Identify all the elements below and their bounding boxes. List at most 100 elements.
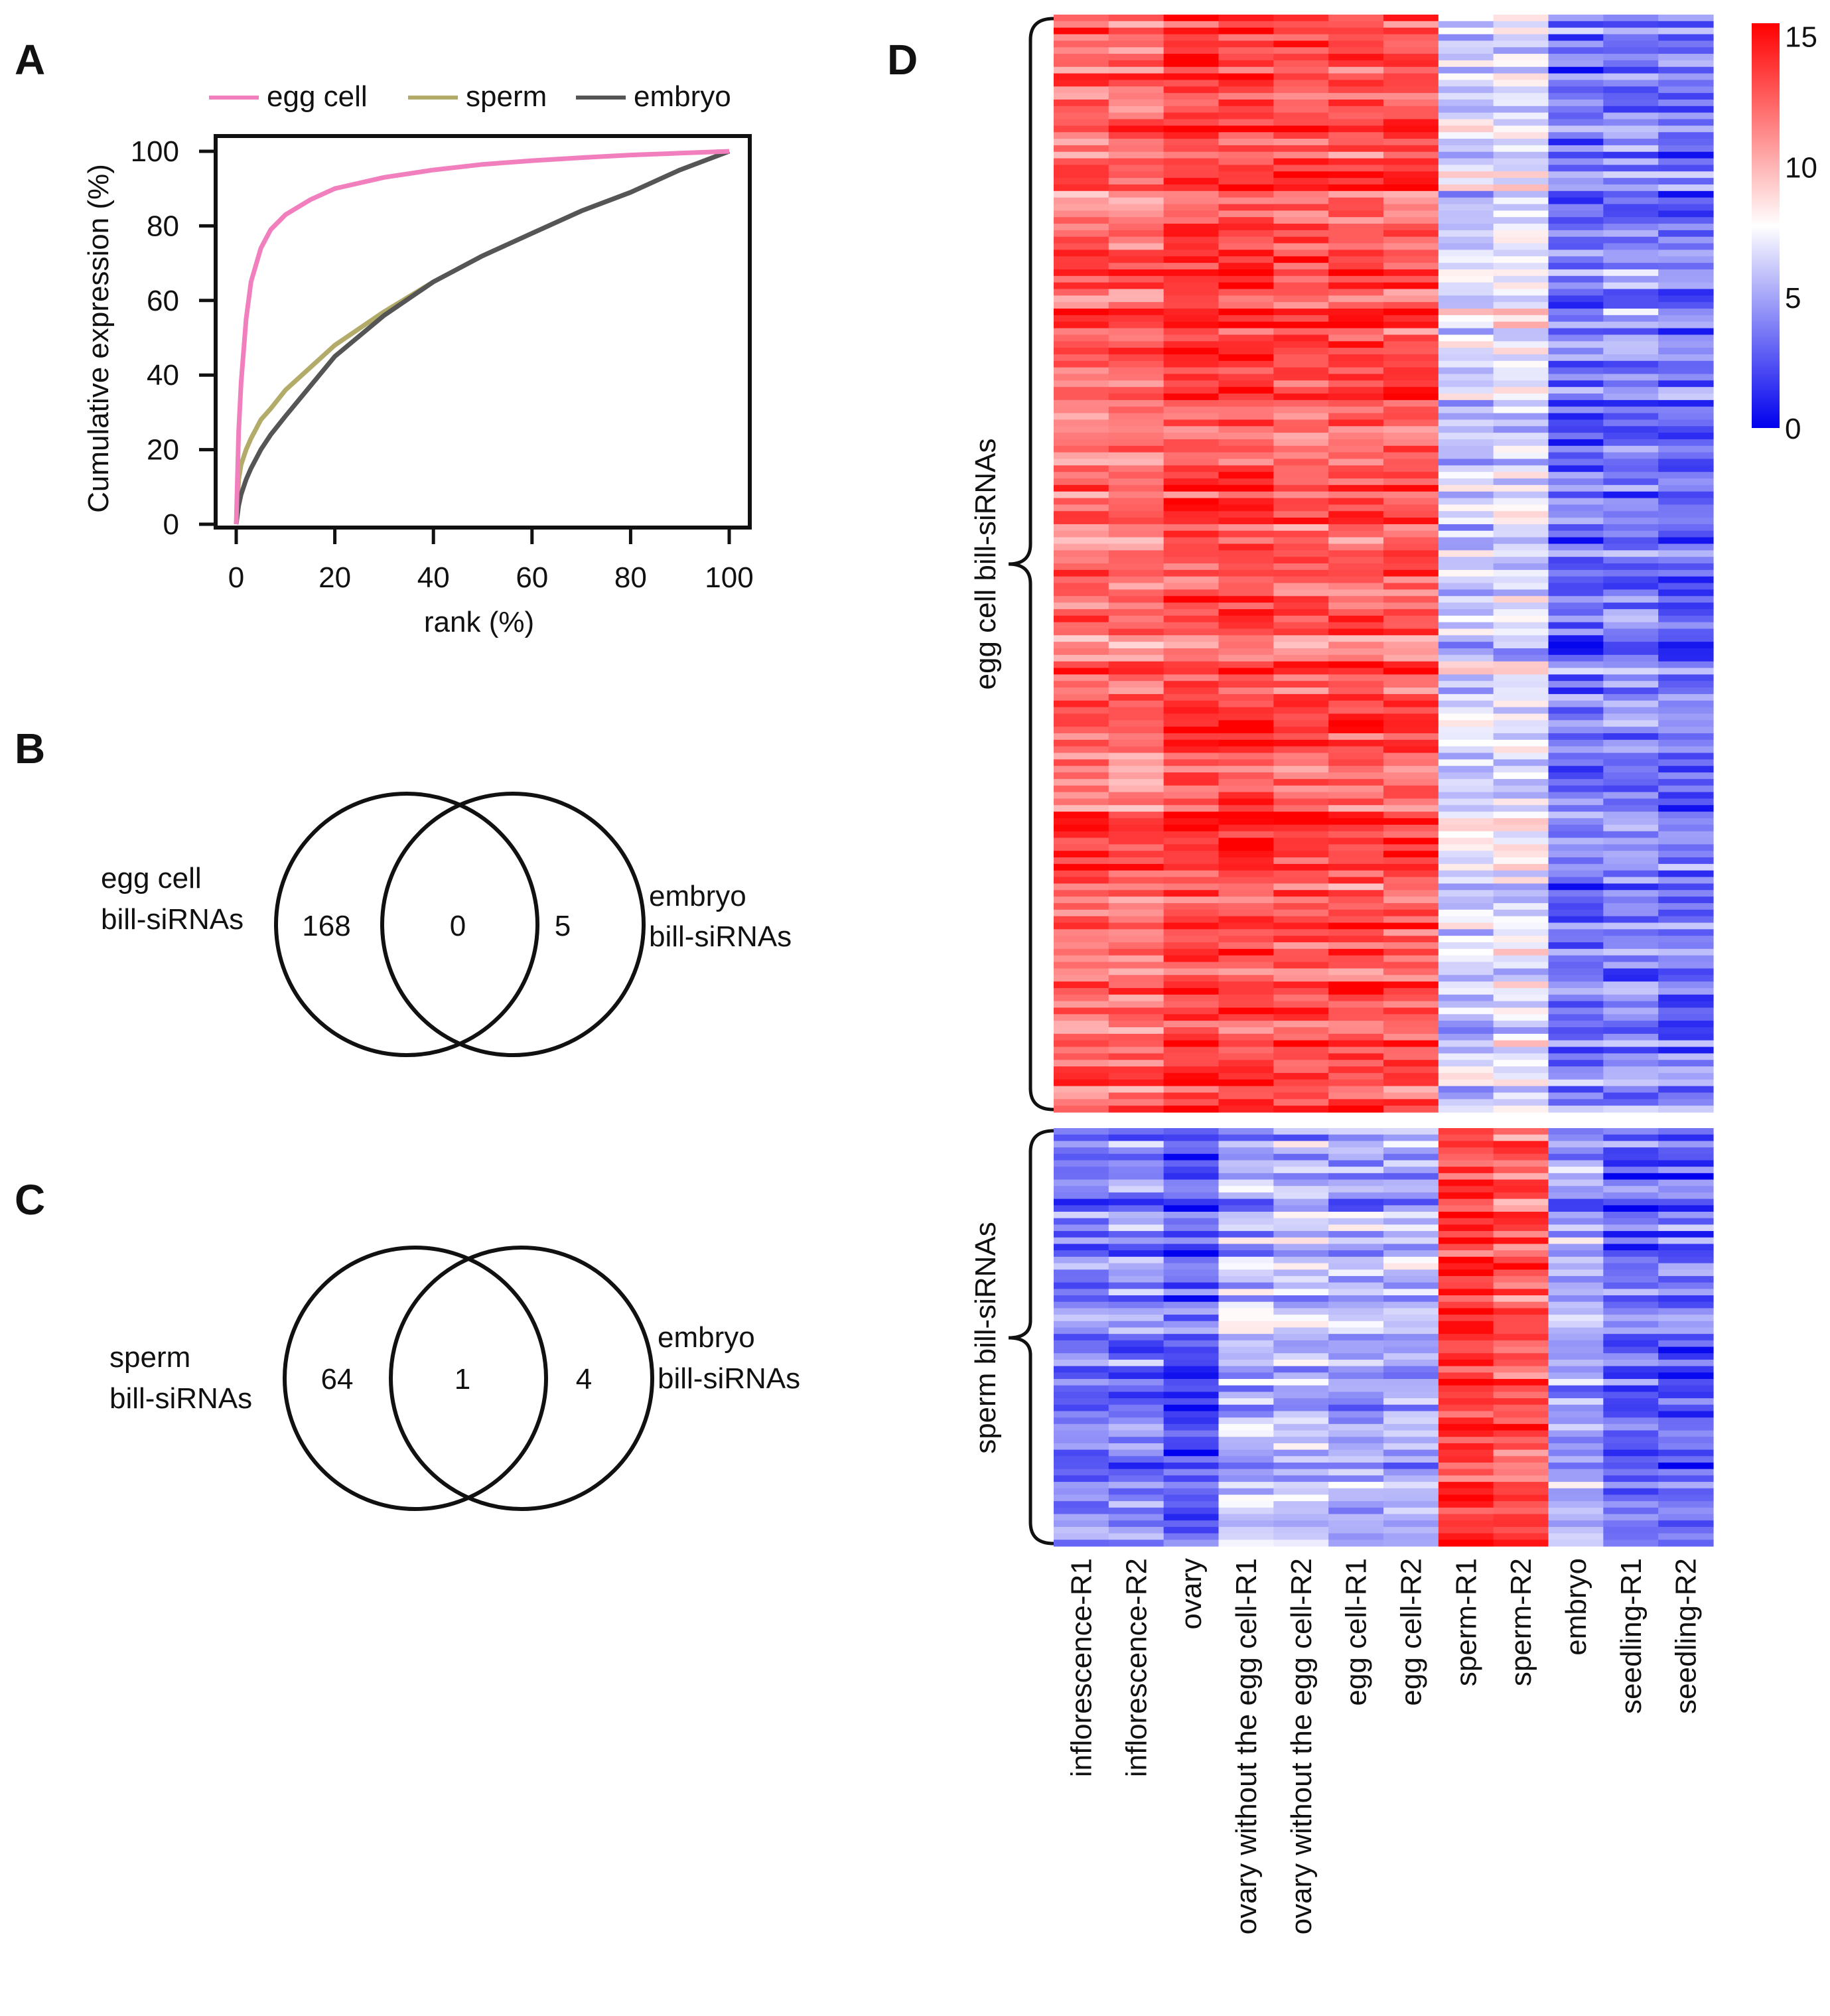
heatmap-cell bbox=[1163, 733, 1220, 741]
heatmap-cell bbox=[1163, 465, 1220, 472]
heatmap-cell bbox=[1438, 589, 1494, 597]
heatmap-cell bbox=[1054, 1040, 1109, 1048]
heatmap-cell bbox=[1493, 491, 1549, 499]
heatmap-cell bbox=[1658, 406, 1714, 414]
heatmap-cell bbox=[1273, 1237, 1329, 1245]
heatmap-cell bbox=[1218, 289, 1274, 296]
heatmap-cell bbox=[1163, 426, 1220, 433]
heatmap-cell bbox=[1273, 15, 1329, 22]
heatmap-cell bbox=[1658, 720, 1714, 727]
heatmap-cell bbox=[1218, 1092, 1274, 1100]
heatmap-cell bbox=[1383, 1192, 1439, 1200]
heatmap-cell bbox=[1273, 543, 1329, 551]
heatmap-cell bbox=[1273, 831, 1329, 839]
heatmap-cell bbox=[1548, 367, 1604, 375]
venn-c-left-label-line2: bill-siRNAs bbox=[109, 1382, 252, 1415]
heatmap-cell bbox=[1328, 236, 1384, 244]
heatmap-cell bbox=[1438, 902, 1494, 910]
heatmap-cell bbox=[1273, 484, 1329, 492]
heatmap-cell bbox=[1658, 550, 1714, 557]
heatmap-cell bbox=[1383, 1256, 1439, 1264]
heatmap-cell bbox=[1328, 603, 1384, 610]
heatmap-cell bbox=[1108, 1021, 1164, 1028]
heatmap-cell bbox=[1438, 1167, 1494, 1174]
heatmap-cell bbox=[1438, 243, 1494, 251]
heatmap-cell bbox=[1438, 282, 1494, 290]
heatmap-cell bbox=[1108, 295, 1164, 303]
heatmap-cell bbox=[1328, 994, 1384, 1002]
heatmap-cell bbox=[1273, 230, 1329, 238]
heatmap-cell bbox=[1218, 681, 1274, 688]
heatmap-cell bbox=[1548, 1289, 1604, 1296]
heatmap-cell bbox=[1383, 243, 1439, 251]
heatmap-cell bbox=[1108, 524, 1164, 532]
heatmap-cell bbox=[1108, 93, 1164, 100]
heatmap-cell bbox=[1493, 609, 1549, 616]
heatmap-cell bbox=[1273, 263, 1329, 270]
heatmap-cell bbox=[1054, 60, 1109, 68]
y-tick-label: 100 bbox=[131, 135, 179, 168]
heatmap-cell bbox=[1328, 576, 1384, 584]
heatmap-cell bbox=[1273, 282, 1329, 290]
heatmap-cell bbox=[1273, 576, 1329, 584]
heatmap-cell bbox=[1658, 661, 1714, 669]
heatmap-cell bbox=[1218, 99, 1274, 107]
heatmap-cell bbox=[1603, 1160, 1659, 1167]
heatmap-cell bbox=[1603, 557, 1659, 564]
heatmap-cell bbox=[1548, 295, 1604, 303]
heatmap-cell bbox=[1108, 1128, 1164, 1135]
heatmap-cell bbox=[1603, 315, 1659, 323]
heatmap-cell bbox=[1328, 178, 1384, 185]
heatmap-cell bbox=[1548, 1269, 1604, 1277]
heatmap-cell bbox=[1273, 27, 1329, 35]
heatmap-cell bbox=[1603, 250, 1659, 257]
heatmap-cell bbox=[1054, 1275, 1109, 1283]
heatmap-cell bbox=[1493, 1212, 1549, 1219]
heatmap-cell bbox=[1658, 1488, 1714, 1496]
heatmap-cell bbox=[1548, 1160, 1604, 1167]
heatmap-cell bbox=[1383, 302, 1439, 309]
heatmap-cell bbox=[1658, 1046, 1714, 1054]
heatmap-cell bbox=[1328, 54, 1384, 61]
heatmap-cell bbox=[1383, 204, 1439, 211]
heatmap-cell bbox=[1658, 360, 1714, 368]
heatmap-cell bbox=[1438, 635, 1494, 642]
heatmap-cell bbox=[1108, 348, 1164, 355]
heatmap-cell bbox=[1328, 1327, 1384, 1334]
heatmap-cell bbox=[1163, 250, 1220, 257]
heatmap-cell bbox=[1658, 812, 1714, 819]
heatmap-cell bbox=[1218, 668, 1274, 675]
heatmap-cell bbox=[1108, 439, 1164, 447]
heatmap-cell bbox=[1548, 851, 1604, 858]
heatmap-cell bbox=[1328, 1212, 1384, 1219]
heatmap-cell bbox=[1163, 1021, 1220, 1028]
heatmap-cell bbox=[1218, 727, 1274, 734]
heatmap-cell bbox=[1328, 1060, 1384, 1067]
heatmap-cell bbox=[1438, 269, 1494, 277]
heatmap-cell bbox=[1603, 1301, 1659, 1309]
heatmap-cell bbox=[1108, 916, 1164, 924]
heatmap-cell bbox=[1273, 1404, 1329, 1412]
heatmap-cell bbox=[1163, 354, 1220, 362]
heatmap-cell bbox=[1163, 1282, 1220, 1289]
heatmap-cell bbox=[1163, 1141, 1220, 1148]
heatmap-cell bbox=[1603, 394, 1659, 401]
heatmap-cell bbox=[1493, 1263, 1549, 1270]
heatmap-cell bbox=[1108, 1205, 1164, 1212]
heatmap-cell bbox=[1603, 498, 1659, 505]
heatmap-cell bbox=[1658, 759, 1714, 766]
heatmap-cell bbox=[1328, 1372, 1384, 1380]
heatmap-cell bbox=[1493, 975, 1549, 982]
heatmap-cell bbox=[1218, 60, 1274, 68]
heatmap-cell bbox=[1273, 1449, 1329, 1457]
x-tick-label: 80 bbox=[614, 561, 647, 594]
heatmap-cell bbox=[1273, 1507, 1329, 1515]
heatmap-cell bbox=[1108, 713, 1164, 721]
heatmap-cell bbox=[1328, 93, 1384, 100]
heatmap-cell bbox=[1218, 367, 1274, 375]
heatmap-cell bbox=[1603, 1430, 1659, 1437]
heatmap-cell bbox=[1383, 1027, 1439, 1035]
heatmap-cell bbox=[1273, 119, 1329, 126]
heatmap-cell bbox=[1108, 1192, 1164, 1200]
heatmap-cell bbox=[1163, 902, 1220, 910]
